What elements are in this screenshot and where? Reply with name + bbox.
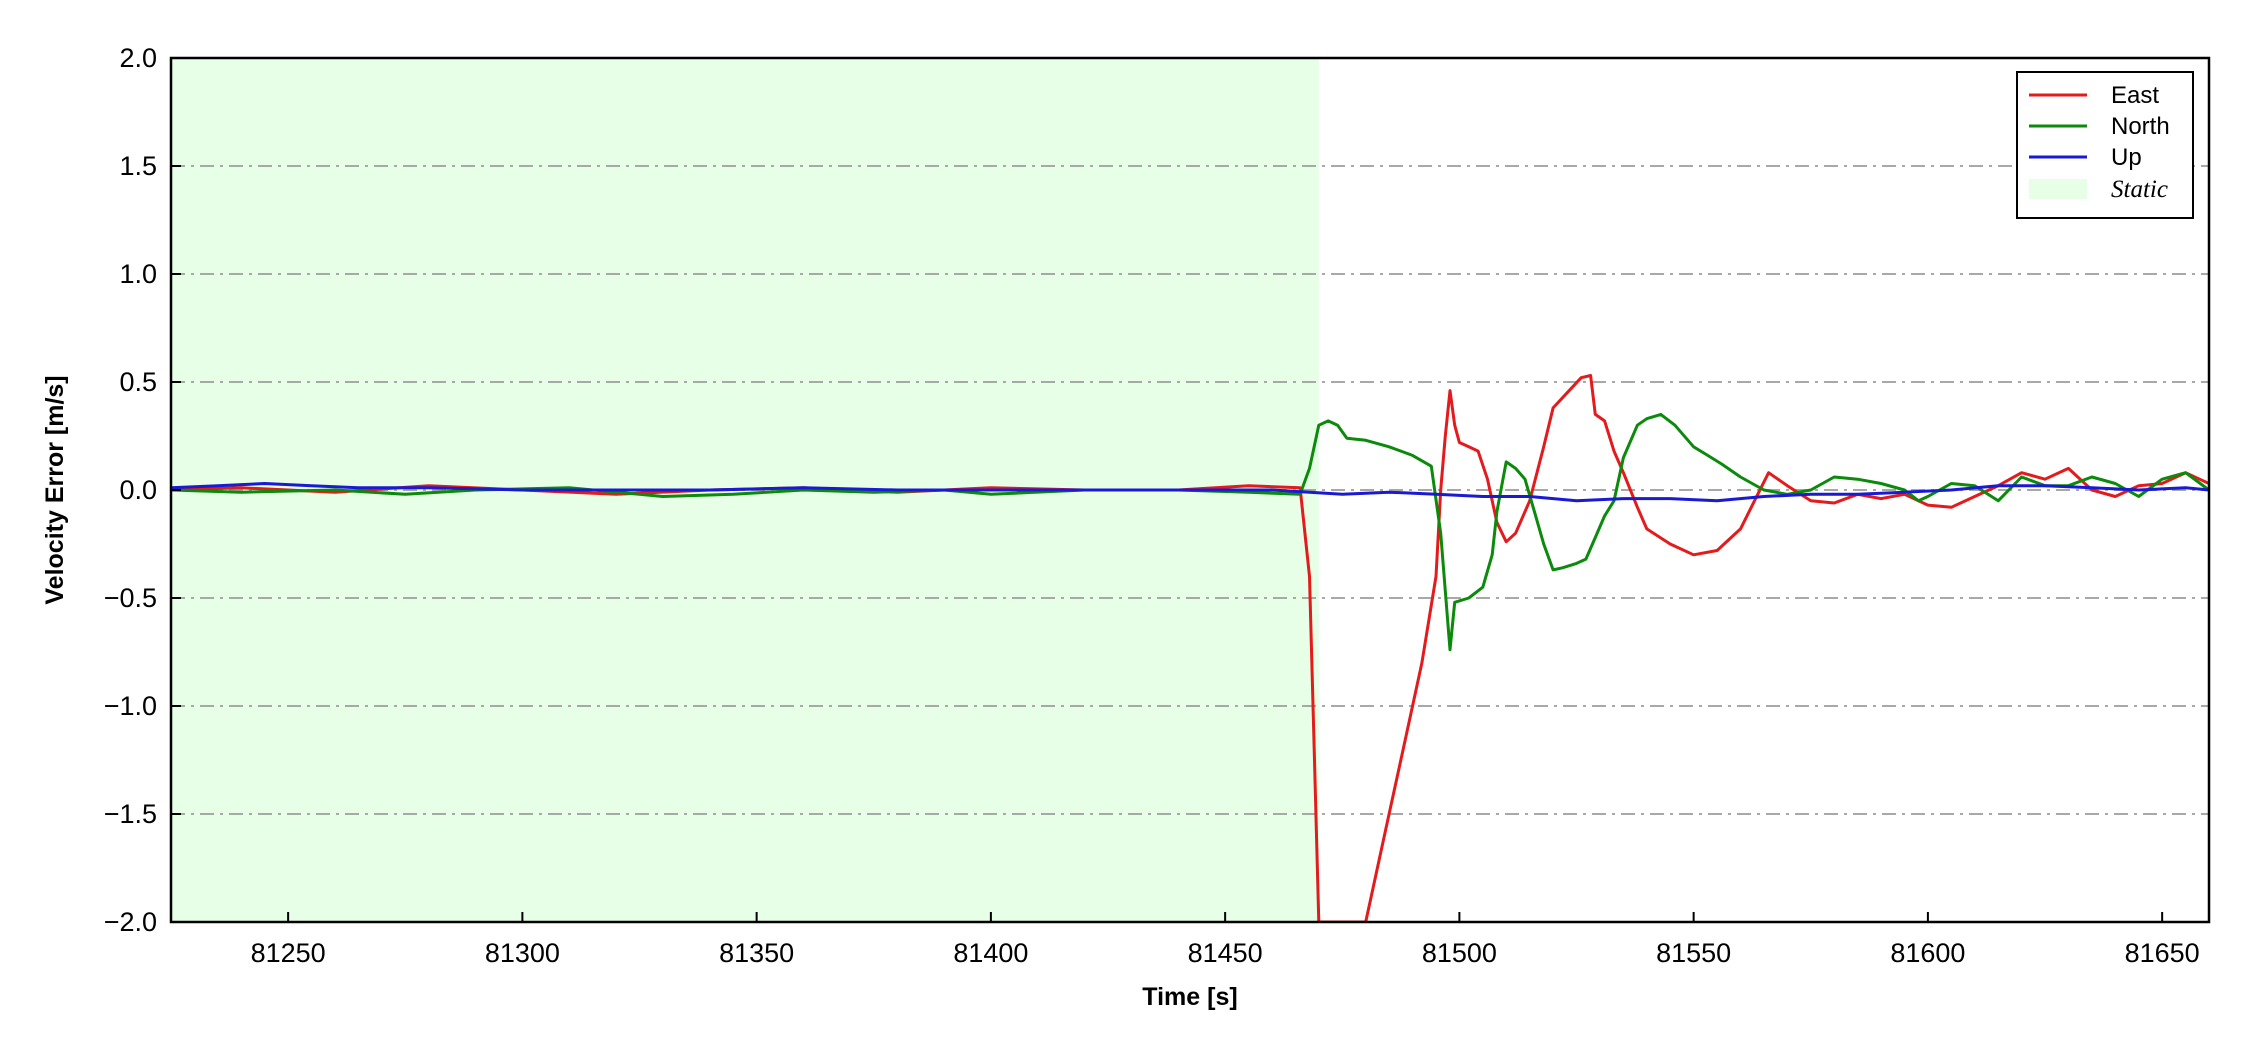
y-tick-label: 0.0 [119, 475, 157, 505]
y-tick-label: 1.5 [119, 151, 157, 181]
x-tick-label: 81400 [953, 938, 1028, 968]
x-tick-label: 81300 [485, 938, 560, 968]
legend-label-north: North [2111, 113, 2170, 140]
y-tick-label: 0.5 [119, 367, 157, 397]
x-tick-label: 81550 [1656, 938, 1731, 968]
legend-label-up: Up [2111, 144, 2142, 171]
series-line-east [171, 374, 2209, 922]
x-tick-label: 81250 [251, 938, 326, 968]
y-axis-label: Velocity Error [m/s] [41, 375, 69, 604]
y-tick-label: 2.0 [119, 43, 157, 73]
x-tick-label: 81650 [2125, 938, 2200, 968]
x-axis-label: Time [s] [1142, 983, 1237, 1011]
y-tick-label: −1.0 [104, 691, 157, 721]
x-tick-label: 81500 [1422, 938, 1497, 968]
y-tick-label: −1.5 [104, 799, 157, 829]
legend: East North Up Static [2016, 71, 2194, 219]
y-tick-label: 1.0 [119, 259, 157, 289]
y-tick-label: −0.5 [104, 583, 157, 613]
x-tick-label: 81350 [719, 938, 794, 968]
x-tick-label: 81450 [1188, 938, 1263, 968]
legend-label-static: Static [2111, 176, 2168, 203]
legend-swatch-static [2029, 179, 2087, 199]
series-line-up [171, 482, 2209, 503]
legend-label-east: East [2111, 82, 2159, 109]
y-tick-label: −2.0 [104, 907, 157, 937]
x-tick-label: 81600 [1890, 938, 1965, 968]
